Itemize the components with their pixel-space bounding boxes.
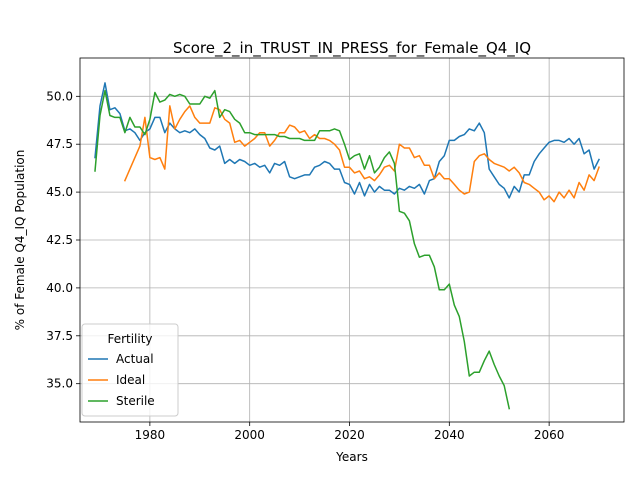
series-line-sterile bbox=[94, 89, 511, 410]
y-tick-label: 45.0 bbox=[46, 185, 73, 199]
y-tick-label: 50.0 bbox=[46, 89, 73, 103]
x-tick-label: 2000 bbox=[234, 428, 265, 442]
chart-title: Score_2_in_TRUST_IN_PRESS_for_Female_Q4_… bbox=[173, 39, 531, 58]
x-tick-label: 1980 bbox=[135, 428, 166, 442]
y-tick-label: 37.5 bbox=[46, 329, 73, 343]
series-line-actual bbox=[94, 82, 601, 199]
y-tick-label: 42.5 bbox=[46, 233, 73, 247]
grid bbox=[80, 58, 624, 422]
legend-title: Fertility bbox=[107, 332, 152, 346]
x-tick-label: 2040 bbox=[434, 428, 465, 442]
legend-label-actual: Actual bbox=[116, 352, 154, 366]
y-tick-label: 40.0 bbox=[46, 281, 73, 295]
y-tick-label: 47.5 bbox=[46, 137, 73, 151]
x-axis-label: Years bbox=[335, 450, 368, 464]
x-tick-label: 2020 bbox=[334, 428, 365, 442]
legend-label-sterile: Sterile bbox=[116, 394, 155, 408]
legend: Fertility Actual Ideal Sterile bbox=[81, 323, 179, 417]
x-tick-label: 2060 bbox=[534, 428, 565, 442]
legend-items: Actual Ideal Sterile bbox=[88, 352, 155, 408]
y-tick-label: 35.0 bbox=[46, 377, 73, 391]
axis-ticks: 1980 2000 2020 2040 2060 35.0 37.5 40.0 42.5 45.0… bbox=[46, 89, 564, 442]
series-line-ideal bbox=[123, 105, 600, 203]
y-axis-label: % of Female Q4_IQ Population bbox=[13, 150, 27, 331]
legend-box bbox=[81, 323, 179, 417]
series-lines bbox=[94, 82, 601, 410]
legend-label-ideal: Ideal bbox=[116, 373, 145, 387]
